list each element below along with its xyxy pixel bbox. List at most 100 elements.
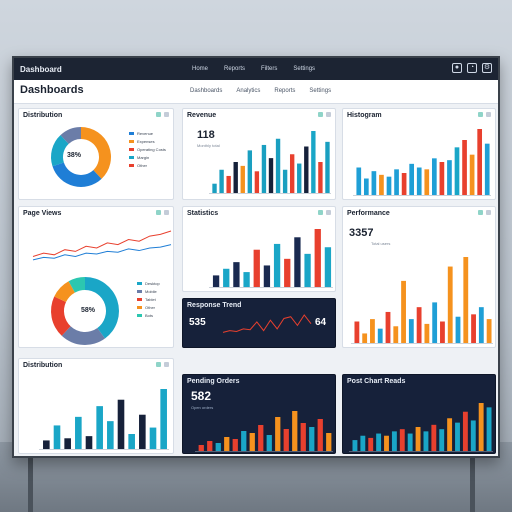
more-icon[interactable] [164,112,169,117]
menu-item-reports[interactable]: Reports [224,66,246,72]
bar [379,174,384,195]
bar [317,419,323,451]
menu-item-filters[interactable]: Filters [261,66,278,72]
bar [431,158,437,195]
bar [149,427,157,449]
bar [275,417,281,451]
donut-slice [85,277,119,339]
more-icon[interactable] [326,112,331,117]
panel-title: Statistics [187,210,219,217]
notification-icon[interactable]: ● [452,63,462,73]
bar [393,326,399,343]
panel-title: Performance [347,210,390,217]
bar [363,178,369,195]
bar [224,437,230,451]
bar [282,169,288,193]
bar [386,176,392,195]
kpi-value: 582 [191,389,212,403]
more-icon[interactable] [326,210,331,215]
bar [454,147,460,195]
bar [232,439,238,451]
expand-icon[interactable] [156,362,161,367]
kpi-caption: Monthly total [197,143,220,148]
panel-histogram: Histogram [342,108,496,200]
panel-distribution-2: Distribution [18,358,174,454]
legend-item: Revenue [129,129,166,137]
panel-title: Revenue [187,112,217,119]
bar [478,307,484,343]
expand-icon[interactable] [318,210,323,215]
settings-icon[interactable]: ⚙ [482,63,492,73]
bar [212,183,217,193]
bar [439,429,445,451]
expand-icon[interactable] [478,112,483,117]
bar [314,229,321,287]
bar [439,162,445,195]
bar [96,406,103,449]
menu-item-settings[interactable]: Settings [293,66,316,72]
bar-chart-revenue [209,131,331,194]
bar [469,154,475,195]
bar [233,162,238,193]
legend-item: Expenses [129,137,166,145]
bar [311,131,316,193]
legend-item: Operating Costs [129,145,166,153]
bar [432,302,438,343]
expand-icon[interactable] [156,112,161,117]
bar [219,169,224,193]
expand-icon[interactable] [156,210,161,215]
bar [207,441,213,451]
donut-slice [61,326,105,345]
more-icon[interactable] [486,112,491,117]
bar [249,433,255,451]
bar [53,425,61,449]
more-icon[interactable] [164,210,169,215]
bar [455,316,461,343]
menu-item-home[interactable]: Home [192,66,209,72]
bar [241,431,247,451]
bar [266,435,272,451]
bar [354,321,360,343]
tab-reports[interactable]: Reports [274,88,296,94]
legend-item: Mobile [137,287,160,295]
bar [462,140,467,195]
bar [401,280,406,343]
more-icon[interactable] [164,362,169,367]
bar-chart-orders [195,411,333,452]
bar-chart-distribution [39,389,169,450]
bar [304,253,311,287]
panel-title: Post Chart Reads [347,378,406,385]
bar [362,333,368,343]
tab-dashboards[interactable]: Dashboards [190,88,223,94]
bar [226,175,231,193]
tab-settings[interactable]: Settings [309,88,332,94]
bar [247,150,253,193]
expand-icon[interactable] [478,210,483,215]
bar [415,427,421,451]
panel-title: Response Trend [187,302,242,309]
bar [300,423,306,451]
panel-revenue: Revenue 118 Monthly total [182,108,336,200]
bar [370,319,375,343]
line-series [32,244,172,261]
bar [107,421,114,449]
panel-statistics: Statistics [182,206,336,292]
legend-item: Tablet [137,295,160,303]
tab-analytics[interactable]: Analytics [236,88,261,94]
user-icon[interactable]: ◔ [467,63,477,73]
expand-icon[interactable] [318,112,323,117]
donut-slice [68,277,85,293]
bar [128,434,135,449]
bar [486,319,492,343]
bar [263,265,271,287]
kpi-right-value: 64 [315,317,327,328]
bar-chart-post [349,403,493,452]
kpi-left-value: 535 [189,317,206,328]
donut-chart-1 [50,127,112,188]
bar [309,427,315,451]
more-icon[interactable] [486,210,491,215]
legend-item: Other [129,161,166,169]
bar [268,158,274,193]
bar [409,163,415,195]
bar [377,328,383,343]
